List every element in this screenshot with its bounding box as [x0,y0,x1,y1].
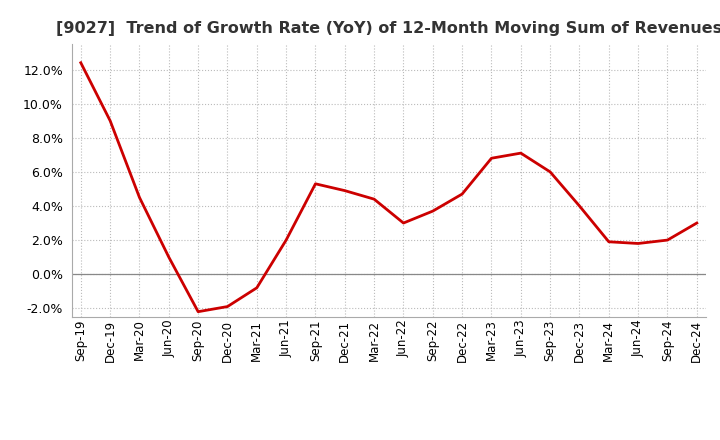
Title: [9027]  Trend of Growth Rate (YoY) of 12-Month Moving Sum of Revenues: [9027] Trend of Growth Rate (YoY) of 12-… [55,21,720,36]
